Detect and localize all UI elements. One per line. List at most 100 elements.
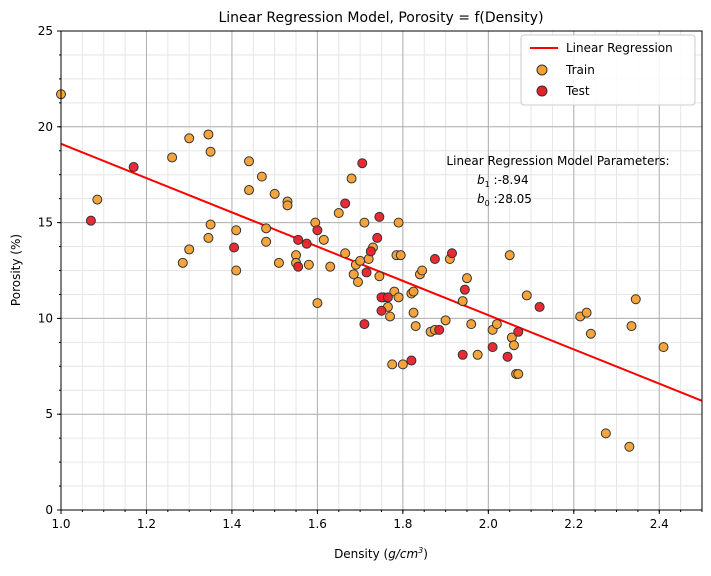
- train-point: [244, 156, 255, 167]
- train-point: [440, 315, 451, 326]
- test-point: [513, 326, 524, 337]
- test-point: [229, 242, 240, 253]
- x-tick-label: 2.4: [650, 517, 669, 531]
- train-point: [658, 342, 669, 353]
- train-point: [205, 146, 216, 157]
- annotation-b0-symbol: b: [477, 192, 485, 206]
- train-point: [359, 217, 370, 228]
- test-point: [361, 267, 372, 278]
- train-point: [256, 171, 267, 182]
- train-point: [303, 259, 314, 270]
- x-tick-label: 1.0: [51, 517, 70, 531]
- x-axis-label-prefix: Density (: [334, 547, 388, 561]
- train-point: [581, 307, 592, 318]
- test-point: [374, 211, 385, 222]
- plot-frame: [60, 30, 703, 511]
- train-point: [626, 321, 637, 332]
- train-point: [340, 248, 351, 259]
- train-point: [348, 269, 359, 280]
- annotation-b1-subscript: 1: [485, 180, 490, 189]
- test-point: [359, 319, 370, 330]
- annotation-b1-value: :-8.94: [490, 173, 529, 187]
- train-point: [393, 217, 404, 228]
- annotation-b0-subscript: 0: [485, 199, 490, 208]
- x-axis-label-unit-exponent: 3: [418, 546, 423, 555]
- x-tick-label: 1.8: [393, 517, 412, 531]
- train-point: [92, 194, 103, 205]
- test-point: [85, 215, 96, 226]
- annotation-b1-symbol: b: [477, 173, 485, 187]
- model-parameters-annotation: Linear Regression Model Parameters: b1 :…: [446, 154, 669, 208]
- train-point: [312, 298, 323, 309]
- legend-line-label: Linear Regression: [566, 41, 673, 55]
- test-point: [372, 232, 383, 243]
- train-point: [231, 265, 242, 276]
- train-point: [203, 129, 214, 140]
- train-point: [417, 265, 428, 276]
- y-tick-label: 20: [38, 120, 53, 134]
- test-point: [459, 284, 470, 295]
- points-layer: [56, 89, 669, 452]
- test-point: [457, 349, 468, 360]
- train-point: [269, 188, 280, 199]
- legend-test-label: Test: [565, 84, 590, 98]
- train-point: [508, 340, 519, 351]
- annotation-heading: Linear Regression Model Parameters:: [446, 154, 669, 168]
- x-tick-label: 2.2: [564, 517, 583, 531]
- train-point: [385, 311, 396, 322]
- train-point: [318, 234, 329, 245]
- annotation-b1: b1 :-8.94: [477, 173, 529, 189]
- train-point: [393, 292, 404, 303]
- y-tick-label: 25: [38, 24, 53, 38]
- test-point: [301, 238, 312, 249]
- train-point: [261, 236, 272, 247]
- train-point: [397, 359, 408, 370]
- train-point: [472, 349, 483, 360]
- y-tick-label: 15: [38, 216, 53, 230]
- train-point: [205, 219, 216, 230]
- train-point: [466, 319, 477, 330]
- train-point: [387, 359, 398, 370]
- train-point: [282, 200, 293, 211]
- train-point: [408, 307, 419, 318]
- test-point: [340, 198, 351, 209]
- legend: Linear Regression Train Test: [520, 34, 696, 106]
- train-point: [352, 276, 363, 287]
- train-point: [325, 261, 336, 272]
- train-point: [491, 319, 502, 330]
- train-point: [273, 257, 284, 268]
- test-point: [434, 324, 445, 335]
- train-point: [410, 321, 421, 332]
- x-tick-label: 2.0: [479, 517, 498, 531]
- x-axis-label: Density (g/cm3): [334, 546, 428, 561]
- y-tick-label: 5: [45, 407, 53, 421]
- legend-box: [520, 34, 696, 106]
- train-point: [395, 250, 406, 261]
- train-point: [167, 152, 178, 163]
- train-point: [600, 428, 611, 439]
- y-axis-label: Porosity (%): [9, 234, 23, 306]
- chart-title: Linear Regression Model, Porosity = f(De…: [218, 10, 543, 26]
- train-point: [333, 208, 344, 219]
- legend-test-swatch: [536, 85, 548, 97]
- train-point: [521, 290, 532, 301]
- train-point: [374, 271, 385, 282]
- x-tick-label: 1.6: [308, 517, 327, 531]
- test-point: [447, 248, 458, 259]
- test-point: [293, 234, 304, 245]
- annotation-b0: b0 :28.05: [477, 192, 532, 208]
- train-point: [355, 255, 366, 266]
- test-point: [128, 162, 139, 173]
- train-point: [513, 368, 524, 379]
- train-point: [203, 232, 214, 243]
- train-point: [504, 250, 515, 261]
- train-point: [585, 328, 596, 339]
- train-point: [244, 185, 255, 196]
- x-axis-label-unit: g/cm: [388, 547, 418, 561]
- y-tick-label: 10: [38, 311, 53, 325]
- test-point: [534, 301, 545, 312]
- test-point: [376, 305, 387, 316]
- test-point: [406, 355, 417, 366]
- train-point: [177, 257, 188, 268]
